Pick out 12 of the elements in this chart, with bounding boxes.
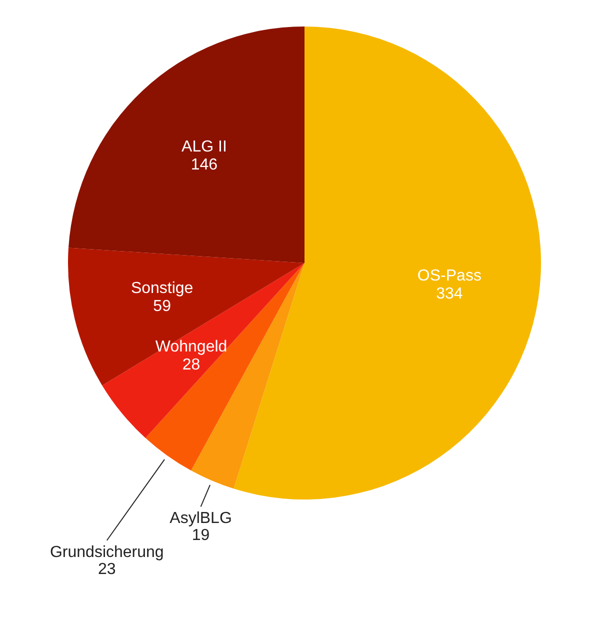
slice-label: Sonstige bbox=[130, 280, 194, 298]
slice-label: AsylBLG bbox=[170, 510, 232, 528]
slice-label: OS-Pass bbox=[417, 268, 482, 285]
data-label: 28 bbox=[182, 356, 200, 374]
slice-label: ALG II bbox=[182, 138, 227, 156]
data-label: 19 bbox=[192, 527, 210, 544]
data-label: 59 bbox=[153, 298, 172, 316]
data-label: 146 bbox=[190, 156, 218, 174]
slice-label: Wohngeld bbox=[155, 338, 228, 356]
data-label: 23 bbox=[98, 560, 116, 578]
slice-label: Grundsicherung bbox=[50, 544, 164, 561]
data-label: 334 bbox=[436, 286, 463, 303]
